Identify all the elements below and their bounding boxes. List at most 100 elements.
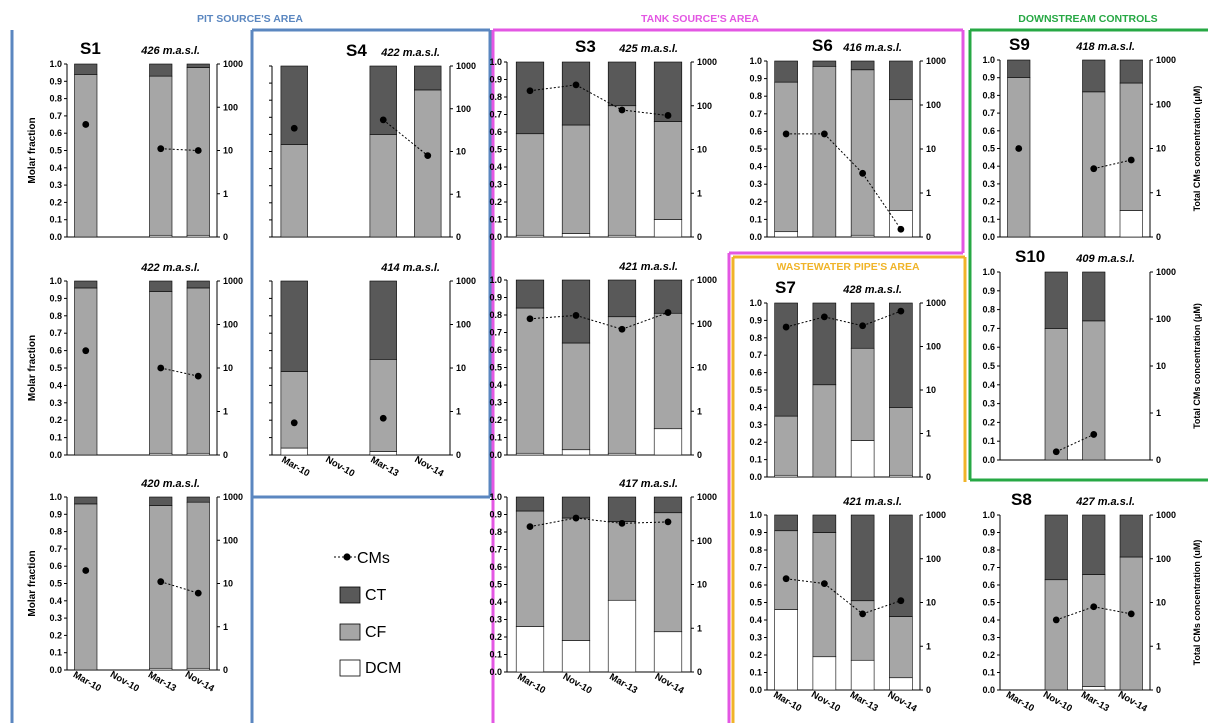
bar-ct — [280, 280, 308, 372]
cms-line — [575, 314, 623, 330]
left-tick-label: 0.0 — [489, 667, 502, 677]
x-tick-label: Nov-10 — [809, 689, 842, 714]
cms-point — [897, 225, 905, 233]
bar-ct — [1119, 59, 1143, 84]
left-tick-label: 0.6 — [982, 342, 995, 352]
bar-dcm — [653, 631, 683, 673]
bar-cf — [812, 532, 837, 658]
left-tick-label: 0.4 — [982, 380, 995, 390]
cms-line — [1056, 433, 1094, 453]
chart-panels: 0.00.10.20.30.40.50.60.70.80.91.00110100… — [27, 35, 1202, 715]
cms-point — [618, 519, 626, 527]
left-tick-label: 0.1 — [749, 214, 762, 224]
right-tick-label: 100 — [926, 554, 941, 564]
legend-item-cf: CF — [339, 623, 387, 641]
altitude-label: 422 m.a.s.l. — [140, 262, 200, 274]
bar-cf — [812, 65, 837, 238]
cms-point — [820, 580, 828, 588]
cms-point — [1052, 448, 1060, 456]
legend-item-ct: CT — [339, 586, 387, 604]
left-tick-label: 0.4 — [49, 596, 62, 606]
right-tick-label: 1000 — [1156, 510, 1176, 520]
x-tick-label: Mar-10 — [771, 689, 803, 714]
left-tick-label: 0.7 — [982, 323, 995, 333]
bar-dcm — [850, 659, 875, 691]
right-tick-label: 1 — [1156, 641, 1161, 651]
cms-point — [897, 307, 905, 315]
left-tick-label: 0.8 — [489, 527, 502, 537]
cms-point — [424, 152, 432, 160]
left-tick-label: 0.0 — [749, 472, 762, 482]
panel-s1-426: 0.0 0.1 0.2 0.3 0.4 0.5 0.6 0.7 0.8 0.9 1.0 0 1 10 100… — [27, 39, 243, 242]
left-tick-label: 0.9 — [49, 509, 62, 519]
right-tick-label: 1000 — [1156, 55, 1176, 65]
right-tick-label: 0 — [223, 232, 228, 242]
x-tick-label: Nov-14 — [886, 689, 920, 715]
left-tick-label: 0.6 — [749, 368, 762, 378]
panel-s3-417: 0.0 0.1 0.2 0.3 0.4 0.5 0.6 0.7 0.8 0.9 1.0 0 1 10 100… — [489, 478, 717, 697]
left-tick-label: 0.1 — [489, 650, 502, 660]
left-tick-label: 0.8 — [749, 91, 762, 101]
left-tick-label: 0.6 — [49, 561, 62, 571]
bar-ct — [1119, 514, 1143, 558]
right-tick-label: 1000 — [697, 275, 717, 285]
left-tick-label: 0.2 — [49, 415, 62, 425]
x-tick-label: Nov-10 — [108, 669, 141, 694]
right-tick-label: 10 — [926, 385, 936, 395]
right-tick-label: 0 — [456, 450, 461, 460]
right-tick-label: 1 — [1156, 188, 1161, 198]
bar-dcm — [561, 640, 591, 673]
left-tick-label: 1.0 — [49, 492, 62, 502]
right-tick-label: 1000 — [926, 298, 946, 308]
bar-ct — [850, 60, 875, 71]
cms-point — [526, 315, 534, 323]
left-tick-label: 0.3 — [49, 398, 62, 408]
legend: CMs CT CF DCM — [334, 550, 401, 677]
bar-cf — [74, 503, 98, 671]
left-tick-label: 0.0 — [49, 232, 62, 242]
left-tick-label: 0.4 — [749, 615, 762, 625]
left-tick-label: 0.1 — [749, 668, 762, 678]
left-tick-label: 0.4 — [749, 162, 762, 172]
area-title: DOWNSTREAM CONTROLS — [1018, 13, 1157, 25]
right-axis-title: Total CMs concentration (uM) — [1192, 540, 1202, 666]
left-tick-label: 0.9 — [982, 73, 995, 83]
right-tick-label: 100 — [223, 535, 238, 545]
right-tick-label: 1000 — [223, 59, 243, 69]
bar-ct — [74, 496, 98, 505]
bar-ct — [74, 280, 98, 289]
area-frame-0: PIT SOURCE'S AREA — [10, 13, 492, 723]
left-tick-label: 0.3 — [749, 179, 762, 189]
cms-point — [782, 130, 790, 138]
right-tick-label: 10 — [697, 580, 707, 590]
cms-point — [290, 419, 298, 427]
bar-ct — [812, 514, 837, 533]
cms-point — [572, 312, 580, 319]
cms-point — [1052, 616, 1060, 624]
left-tick-label: 0.8 — [982, 90, 995, 100]
bar-ct — [74, 63, 98, 75]
area-frame-3: WASTEWATER PIPE'S AREA — [731, 255, 967, 723]
area-frame-1: TANK SOURCE'S AREA — [491, 13, 965, 723]
right-tick-label: 0 — [1156, 685, 1161, 695]
bar-cf — [1044, 579, 1068, 691]
left-tick-label: 0.5 — [489, 363, 502, 373]
left-tick-label: 0.3 — [749, 633, 762, 643]
cms-point — [618, 106, 626, 114]
bar-cf — [280, 371, 308, 449]
left-tick-label: 1.0 — [982, 55, 995, 65]
left-tick-label: 0.0 — [49, 665, 62, 675]
bar-ct — [369, 280, 397, 360]
right-tick-label: 1000 — [223, 492, 243, 502]
left-tick-label: 0.2 — [749, 437, 762, 447]
left-tick-label: 0.5 — [489, 580, 502, 590]
bar-ct — [607, 496, 637, 522]
bar-ct — [812, 302, 837, 386]
left-tick-label: 0.1 — [982, 436, 995, 446]
left-tick-label: 0.9 — [489, 510, 502, 520]
legend-swatch — [339, 586, 361, 604]
left-tick-label: 1.0 — [49, 276, 62, 286]
station-label: S3 — [575, 37, 596, 56]
left-tick-label: 0.5 — [489, 145, 502, 155]
cms-point — [664, 112, 672, 119]
